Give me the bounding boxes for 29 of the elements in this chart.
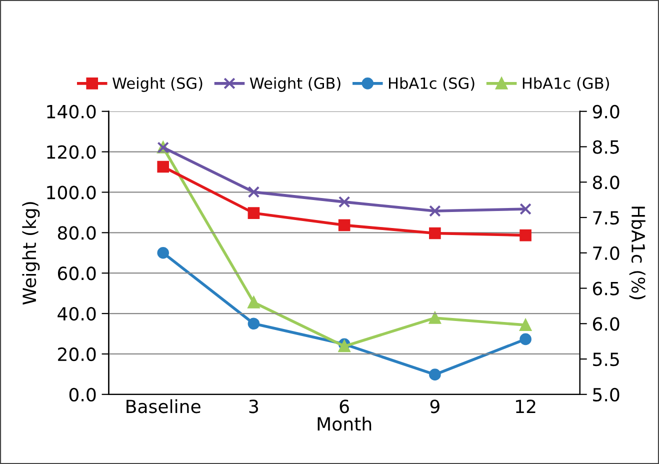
y2-tick-label: 8.5: [592, 140, 619, 154]
y2-tick-label: 5.5: [593, 352, 619, 366]
legend-label: Weight (GB): [250, 77, 340, 92]
y2-tick-label: 6.5: [592, 282, 619, 296]
y2-tick-label: 8.0: [592, 176, 620, 190]
y-tick-label: 40.0: [58, 306, 96, 321]
y-tick-label: 60.0: [58, 266, 96, 280]
x-tick-label: 3: [249, 400, 258, 414]
legend-label: HbA1c (SG): [389, 77, 474, 91]
y2-tick-label: 6.0: [592, 317, 620, 331]
y2-axis-title: HbA1c (%): [629, 206, 646, 300]
y-tick-label: 100.0: [47, 186, 96, 200]
y-tick-label: 20.0: [58, 347, 96, 362]
y2-tick-label: 7.5: [593, 211, 619, 225]
x-tick-label: 6: [340, 400, 349, 414]
y2-tick-label: 7.0: [593, 246, 620, 260]
x-tick-label: Baseline: [126, 399, 200, 414]
x-axis-title: Month: [318, 416, 372, 431]
x-tick-label: 12: [516, 400, 536, 413]
legend-label: HbA1c (GB): [522, 77, 609, 91]
y-tick-label: 120.0: [47, 145, 96, 159]
y2-tick-label: 5.0: [593, 388, 620, 402]
legend-label: Weight (SG): [112, 77, 202, 92]
y2-tick-label: 9.0: [592, 104, 620, 118]
y-tick-label: 0.0: [69, 388, 96, 402]
y-tick-label: 140.0: [47, 104, 96, 118]
y-tick-label: 80.0: [58, 226, 96, 240]
y-axis-title: Weight (kg): [22, 202, 40, 305]
x-tick-label: 9: [430, 400, 440, 414]
